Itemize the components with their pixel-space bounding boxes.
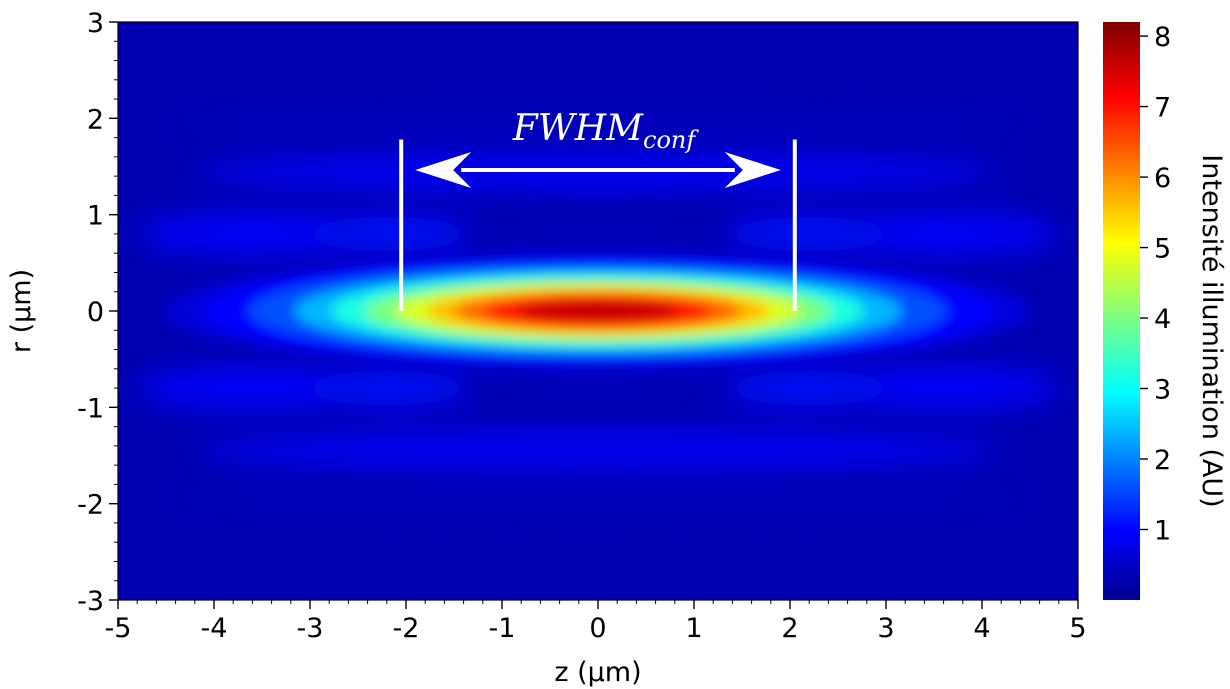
x-tick-label: -2 xyxy=(393,613,420,644)
spot-level xyxy=(591,310,605,312)
side-lobes xyxy=(137,152,1059,470)
colorbar-tick-label: 3 xyxy=(1154,375,1171,406)
colorbar: 1 2 3 4 5 6 7 8 xyxy=(1103,22,1171,600)
x-tick-label: 1 xyxy=(685,613,702,644)
colorbar-label: Intensité illumination (AU) xyxy=(1196,154,1227,507)
colorbar-tick-label: 2 xyxy=(1154,445,1171,476)
colorbar-tick-label: 8 xyxy=(1154,22,1171,53)
fwhm-arrow-left-head xyxy=(415,152,472,188)
y-tick-label: 2 xyxy=(87,104,104,135)
y-tick-label: -2 xyxy=(77,490,104,521)
dark-bands xyxy=(166,108,1030,514)
y-tick-label: -3 xyxy=(77,586,104,617)
x-tick-label: -5 xyxy=(105,613,132,644)
colorbar-gradient xyxy=(1103,22,1140,600)
x-tick-label: 5 xyxy=(1069,613,1086,644)
x-tick-label: -4 xyxy=(201,613,228,644)
side-lobe xyxy=(137,368,368,408)
y-axis: -3 -2 -1 0 1 2 3 xyxy=(77,8,118,617)
x-tick-label: 2 xyxy=(781,613,798,644)
dark-band xyxy=(166,484,1030,514)
fwhm-label: FWHMconf xyxy=(512,108,700,154)
dark-band xyxy=(166,108,1030,138)
central-spot xyxy=(164,252,1032,370)
x-tick-label: 4 xyxy=(973,613,990,644)
dark-band xyxy=(482,230,714,254)
x-tick-label: 3 xyxy=(877,613,894,644)
x-tick-label: -1 xyxy=(489,613,516,644)
side-lobe xyxy=(722,216,896,252)
y-tick-label: -1 xyxy=(77,393,104,424)
colorbar-tick-label: 4 xyxy=(1154,304,1171,335)
side-lobe xyxy=(722,370,896,406)
fwhm-label-sub: conf xyxy=(643,126,699,154)
y-axis-label: r (µm) xyxy=(6,269,37,353)
colorbar-tick-label: 1 xyxy=(1154,516,1171,547)
side-lobe xyxy=(300,216,474,252)
fwhm-label-main: FWHM xyxy=(512,108,644,149)
x-tick-label: -3 xyxy=(297,613,324,644)
fwhm-arrow-right-head xyxy=(724,152,781,188)
x-tick-label: 0 xyxy=(589,613,606,644)
colorbar-tick-label: 6 xyxy=(1154,163,1171,194)
side-lobe xyxy=(194,431,1002,470)
side-lobe xyxy=(300,370,474,406)
x-axis: -5 -4 -3 -2 -1 0 1 2 3 4 5 xyxy=(105,600,1087,644)
y-tick-label: 1 xyxy=(87,201,104,232)
side-lobe xyxy=(137,214,368,254)
x-axis-label: z (µm) xyxy=(554,657,641,688)
y-tick-label: 3 xyxy=(87,8,104,39)
y-tick-label: 0 xyxy=(87,297,104,328)
colorbar-tick-label: 5 xyxy=(1154,234,1171,265)
side-lobe xyxy=(828,368,1059,408)
dark-band xyxy=(482,368,714,392)
fwhm-annotation: FWHMconf xyxy=(399,108,797,311)
colorbar-tick-label: 7 xyxy=(1154,93,1171,124)
side-lobe xyxy=(828,214,1059,254)
